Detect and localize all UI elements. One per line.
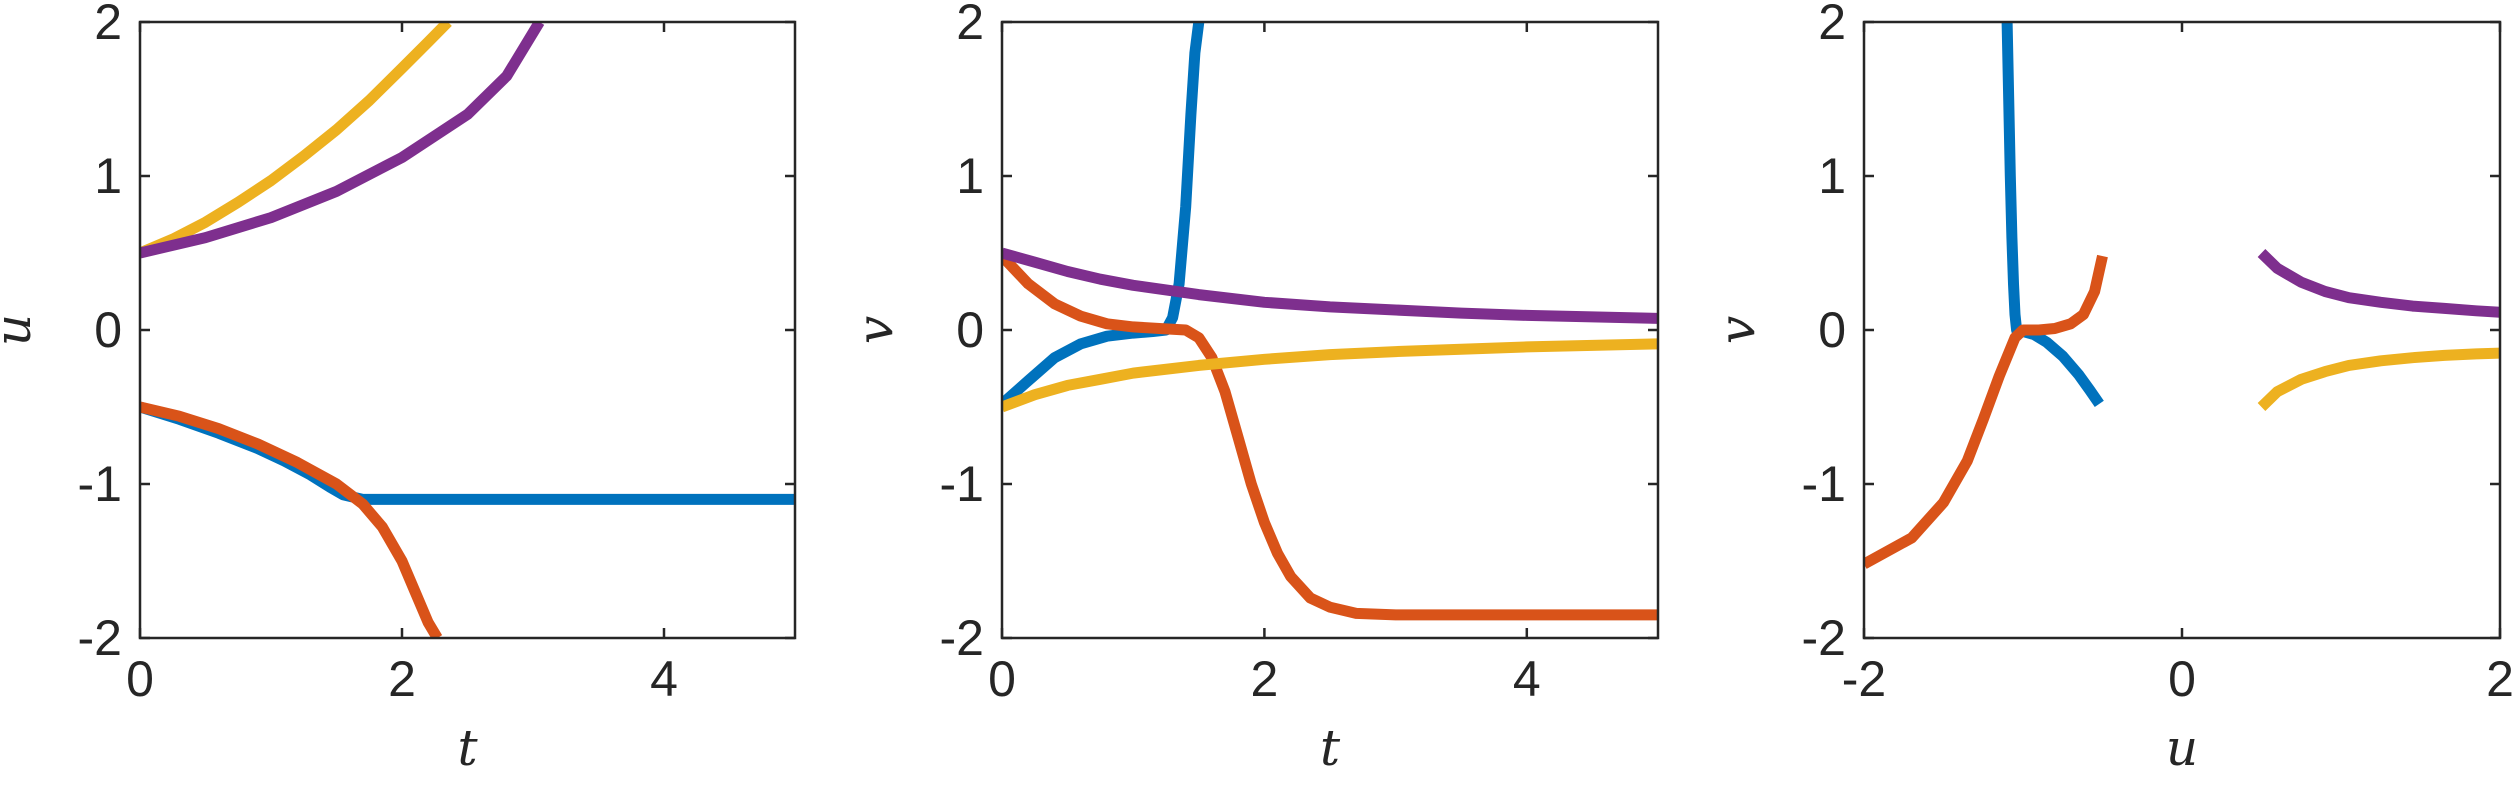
x-tick-label: -2 xyxy=(1842,651,1886,707)
axes-frame xyxy=(1000,20,1660,640)
x-tick-label: 4 xyxy=(650,651,678,707)
y-tick-label: 1 xyxy=(956,148,984,204)
y-tick-label: 2 xyxy=(94,0,122,50)
y-tick-label: 1 xyxy=(1818,148,1846,204)
series-line-3 xyxy=(2257,347,2500,411)
y-tick-label: 2 xyxy=(956,0,984,50)
x-tick-label: 0 xyxy=(988,651,1016,707)
series-line-1 xyxy=(2001,22,2104,408)
series-line-1 xyxy=(140,401,795,505)
series-line-1 xyxy=(1002,22,1205,409)
series-line-4 xyxy=(1002,247,1658,324)
y-tick-label: 0 xyxy=(94,302,122,358)
y-tick-label: 2 xyxy=(1818,0,1846,50)
x-tick-label: 2 xyxy=(388,651,416,707)
x-tick-label: 4 xyxy=(1513,651,1541,707)
chart-panel-1: 024-2-1012tu xyxy=(0,0,797,777)
y-tick-label: -2 xyxy=(940,610,984,666)
series-line-2 xyxy=(140,401,443,638)
series-line-2 xyxy=(1002,252,1658,621)
y-axis-label: v xyxy=(1708,316,1766,344)
series-line-3 xyxy=(1002,338,1658,413)
x-axis-label: t xyxy=(1320,719,1341,777)
x-axis-label: t xyxy=(457,719,478,777)
y-axis-label: v xyxy=(846,316,904,344)
x-tick-label: 2 xyxy=(2486,651,2514,707)
series-line-3 xyxy=(140,22,452,259)
y-tick-label: -1 xyxy=(1802,456,1846,512)
y-tick-label: -2 xyxy=(1802,610,1846,666)
y-tick-label: 1 xyxy=(94,148,122,204)
axes-frame xyxy=(1862,20,2502,640)
series-line-2 xyxy=(1864,254,2108,569)
y-tick-label: 0 xyxy=(1818,302,1846,358)
x-axis-label: u xyxy=(2166,719,2198,777)
y-axis-label: u xyxy=(0,314,42,346)
series-line-4 xyxy=(2257,249,2500,318)
chart-panel-3: -2 0 2 -2 -1 0 1 2 u v xyxy=(1708,0,2514,777)
x-tick-label: 0 xyxy=(2168,651,2196,707)
y-tick-label: 0 xyxy=(956,302,984,358)
series-line-4 xyxy=(140,22,545,259)
x-tick-label: 0 xyxy=(126,651,154,707)
x-tick-label: 2 xyxy=(1250,651,1278,707)
y-tick-label: -1 xyxy=(78,456,122,512)
y-tick-label: -1 xyxy=(940,456,984,512)
y-tick-label: -2 xyxy=(78,610,122,666)
